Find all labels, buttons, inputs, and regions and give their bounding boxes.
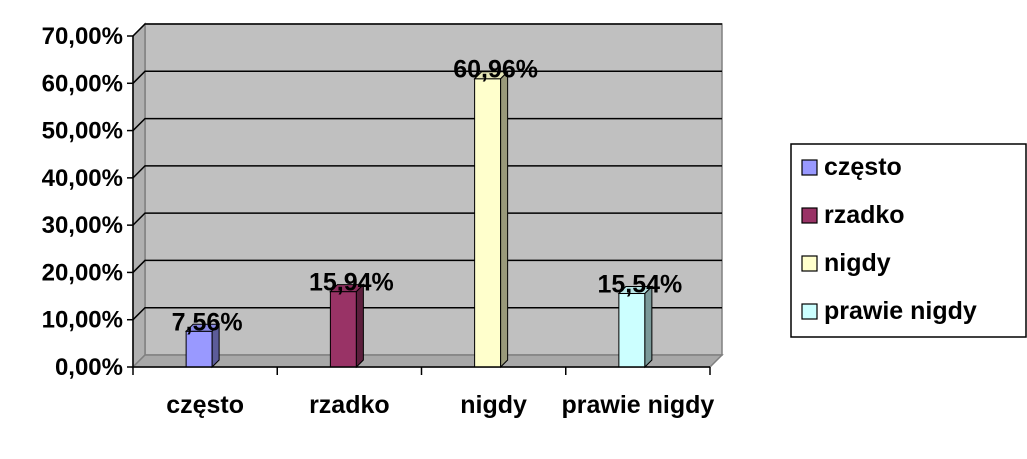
side-wall (132, 22, 146, 369)
y-tick-label: 40,00% (42, 165, 123, 192)
legend-swatch-2 (801, 255, 818, 272)
bars (184, 70, 654, 369)
y-tick-label: 70,00% (42, 23, 123, 50)
gridline (132, 306, 722, 321)
y-tick-label: 30,00% (42, 212, 123, 239)
x-category-label: rzadko (309, 391, 390, 419)
gridline (132, 212, 722, 226)
bar-1-side (355, 283, 364, 369)
gridline (132, 70, 722, 84)
legend: często rzadko nigdy prawie nigdy (790, 143, 1027, 338)
legend-label: prawie nigdy (824, 297, 977, 325)
legend-swatch-1 (801, 207, 818, 224)
bar-2-side (500, 70, 509, 369)
bar-3-front (618, 293, 646, 368)
x-category-label: nigdy (460, 391, 527, 419)
bar-2-front (474, 78, 502, 368)
data-label: 60,96% (453, 56, 538, 84)
y-tick-label: 20,00% (42, 259, 123, 286)
plot-area (131, 22, 724, 369)
y-tick-label: 60,00% (42, 70, 123, 97)
x-axis: często rzadko nigdy prawie nigdy (132, 366, 714, 419)
legend-label: rzadko (824, 201, 905, 229)
y-axis: 0,00% 10,00% 20,00% 30,00% 40,00% 50,00% 60,00… (42, 23, 134, 381)
bar-0-side (211, 323, 220, 369)
data-label: 15,54% (597, 271, 682, 299)
gridline (132, 259, 722, 273)
x-category-label: często (166, 391, 244, 419)
bar-3-side (644, 285, 653, 369)
y-tick-label: 50,00% (42, 118, 123, 145)
gridline (132, 117, 722, 132)
y-tick-label: 10,00% (42, 307, 123, 334)
data-labels: 7,56% 15,94% 60,96% 15,54% (172, 56, 683, 337)
legend-label: często (824, 153, 902, 181)
legend-label: nigdy (824, 249, 891, 277)
x-category-label: prawie nigdy (561, 391, 714, 419)
legend-swatch-3 (801, 303, 818, 320)
data-label: 7,56% (172, 308, 243, 336)
gridline (132, 165, 722, 179)
data-label: 15,94% (309, 269, 394, 297)
legend-swatch-0 (801, 159, 818, 176)
gridline (132, 23, 722, 37)
legend-box (790, 143, 1027, 338)
y-tick-label: 0,00% (55, 354, 123, 381)
bar-1-front (329, 291, 357, 368)
bar-0-front (185, 330, 213, 368)
